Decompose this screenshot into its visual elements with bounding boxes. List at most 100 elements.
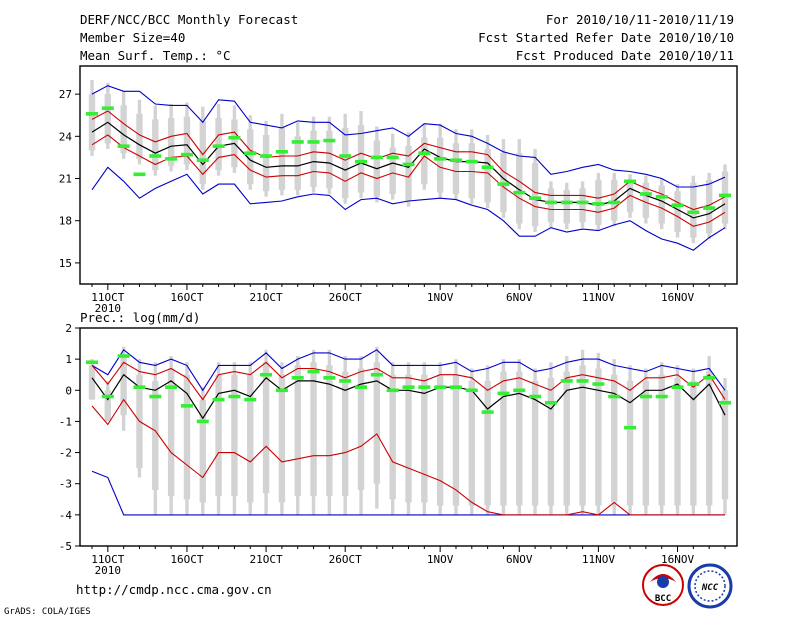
temp-median-marker <box>402 162 415 167</box>
temp-box <box>516 153 523 224</box>
temp-box <box>563 189 570 224</box>
prec-box <box>531 380 539 506</box>
prec-ytick-label: 2 <box>65 322 72 335</box>
prec-median-marker <box>370 372 383 377</box>
footer-url[interactable]: http://cmdp.ncc.cma.gov.cn <box>76 582 272 597</box>
temp-xtick-label: 1NOV <box>427 291 454 304</box>
temp-box <box>357 125 365 193</box>
prec-box <box>120 356 127 416</box>
temperature-panel: 15 18 21 24 27 11OCT 16OCT 21OCT 26OCT 1NOV 6NOV 11… <box>59 65 738 315</box>
prec-box <box>405 374 412 503</box>
prec-xtick-label: 16NOV <box>661 553 694 566</box>
temp-box <box>452 143 460 194</box>
temp-box <box>120 105 127 154</box>
temp-box <box>389 147 396 194</box>
prec-box <box>215 374 222 497</box>
temp-xtick-label: 11OCT <box>91 291 124 304</box>
prec-median-marker <box>687 382 700 386</box>
temp-box <box>642 182 650 218</box>
prec-box <box>547 377 555 506</box>
prec-box <box>642 380 650 506</box>
prec-ytick-label: -1 <box>59 415 72 428</box>
temp-median-marker <box>449 158 462 163</box>
temp-median-marker <box>370 155 383 160</box>
prec-box <box>500 371 507 506</box>
prec-box <box>611 374 618 503</box>
prec-median-marker <box>608 394 621 399</box>
prec-box <box>199 399 206 503</box>
prec-box <box>468 380 475 506</box>
temp-median-marker <box>228 135 241 140</box>
prec-box <box>373 362 381 484</box>
temp-median-marker <box>149 154 162 158</box>
temp-box <box>167 118 175 166</box>
temp-box <box>183 116 191 165</box>
header-title: DERF/NCC/BCC Monthly Forecast <box>80 12 298 27</box>
prec-median-marker <box>228 394 241 399</box>
prec-box <box>357 368 365 490</box>
prec-median-marker <box>244 397 257 402</box>
temp-year-label: 2010 <box>95 302 122 315</box>
ncc-logo: NCC <box>687 563 733 609</box>
prec-box <box>310 362 317 497</box>
prec-upper-range-line <box>91 348 726 392</box>
temp-box <box>136 113 143 159</box>
prec-ytick-label: -3 <box>59 478 72 491</box>
prec-box <box>721 390 729 500</box>
prec-box <box>167 368 175 497</box>
temp-median-marker <box>323 138 336 143</box>
prec-median-marker <box>576 379 589 383</box>
temp-xtick-label: 6NOV <box>506 291 533 304</box>
prec-xtick-label: 21OCT <box>250 553 283 566</box>
temp-median-marker <box>86 112 98 116</box>
prec-xtick-label: 11OCT <box>91 553 124 566</box>
prec-median-marker <box>386 388 399 393</box>
prec-box <box>563 371 570 506</box>
temp-box <box>405 146 412 202</box>
temp-median-marker <box>386 155 399 160</box>
prec-box <box>690 380 697 506</box>
prec-xtick-label: 6NOV <box>506 553 533 566</box>
prec-median-marker <box>307 369 320 374</box>
prec-ytick-label: 1 <box>65 353 72 366</box>
prec-box <box>626 380 634 506</box>
prec-median-marker <box>671 385 684 389</box>
prec-box <box>436 374 444 506</box>
prec-median-marker <box>402 385 415 389</box>
prec-xtick-label: 16OCT <box>170 553 203 566</box>
temp-box <box>436 137 444 193</box>
temp-xtick-label: 16OCT <box>170 291 203 304</box>
temp-ytick-label: 15 <box>59 257 72 270</box>
prec-xtick-label: 11NOV <box>582 553 615 566</box>
prec-median-marker <box>260 372 273 377</box>
prec-median-marker <box>655 394 668 399</box>
prec-ytick-label: -5 <box>59 540 72 553</box>
temp-box <box>342 127 349 199</box>
prec-median-marker <box>212 397 225 402</box>
temp-box <box>674 191 681 232</box>
temp-box <box>658 185 665 224</box>
prec-median-marker <box>719 400 731 405</box>
prec-box <box>183 374 191 500</box>
prec-median-marker <box>513 388 526 393</box>
prec-upper-std-line <box>91 361 726 401</box>
prec-ytick-label: 0 <box>65 384 72 397</box>
prec-box <box>705 371 713 506</box>
temp-median-marker <box>687 210 700 215</box>
prec-xtick-label: 26OCT <box>329 553 362 566</box>
bcc-logo-text: BCC <box>655 594 671 604</box>
temp-box <box>484 148 491 203</box>
temp-box <box>626 181 634 213</box>
temp-median-marker <box>481 165 494 170</box>
temp-box <box>104 94 112 144</box>
temp-lower-range-line <box>91 166 726 251</box>
temp-median-marker <box>355 159 368 164</box>
prec-median-marker <box>465 388 478 393</box>
prec-year-label: 2010 <box>95 564 122 577</box>
temp-box <box>262 134 270 192</box>
temp-box <box>531 163 539 227</box>
prec-box <box>452 374 460 506</box>
prec-box <box>294 365 301 497</box>
prec-box <box>579 365 586 506</box>
prec-median-marker <box>86 360 98 365</box>
